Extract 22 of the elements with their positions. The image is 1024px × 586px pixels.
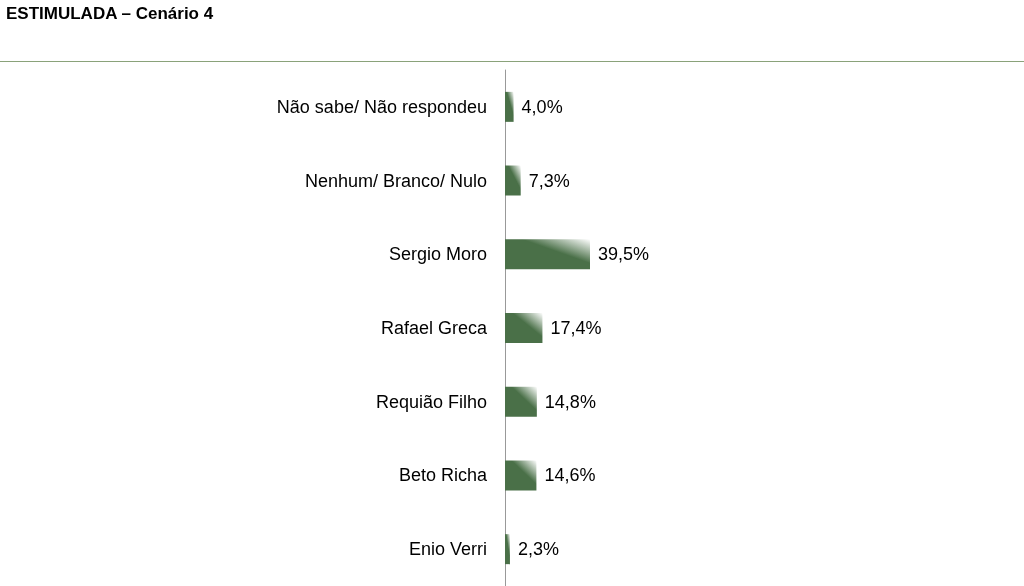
- y-tick-label: Beto Richa: [398, 465, 488, 486]
- y-tick-label: Não sabe/ Não respondeu: [276, 96, 487, 117]
- y-tick-label: Requião Filho: [375, 391, 487, 412]
- data-label: 14,8%: [544, 391, 596, 412]
- y-tick-label: Rafael Greca: [380, 318, 488, 338]
- data-label: 2,3%: [517, 539, 559, 560]
- bar: [505, 313, 543, 343]
- data-label: 17,4%: [550, 318, 602, 338]
- y-tick-label: Nenhum/ Branco/ Nulo: [304, 170, 487, 191]
- text: ESTIMULADA – Cenário 4: [6, 4, 214, 24]
- data-label: 7,3%: [528, 170, 570, 191]
- data-label: 39,5%: [598, 244, 650, 265]
- data-label: 4,0%: [521, 96, 563, 117]
- y-tick-label: Sergio Moro: [388, 244, 487, 265]
- bar: [505, 534, 510, 565]
- data-label: 14,6%: [544, 465, 596, 486]
- y-tick-label: Enio Verri: [408, 539, 487, 560]
- bar: [505, 91, 514, 122]
- bar: [505, 386, 537, 417]
- bar: [505, 165, 521, 196]
- bar: [505, 239, 590, 270]
- bar: [505, 460, 537, 491]
